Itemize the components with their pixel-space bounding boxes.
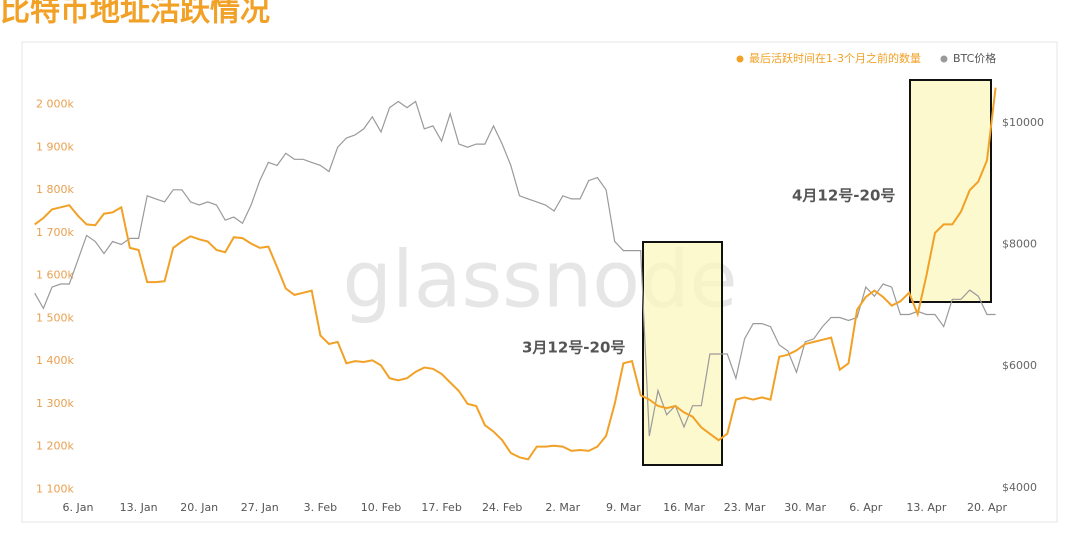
x-tick-label: 30. Mar [784, 501, 826, 514]
x-tick-label: 13. Jan [120, 501, 158, 514]
legend: 最后活跃时间在1-3个月之前的数量 BTC价格 [736, 51, 996, 65]
y2-tick-label: $8000 [1002, 238, 1037, 251]
legend-marker [940, 55, 948, 63]
y-tick-label: 1 100k [36, 482, 74, 495]
y-tick-label: 1 400k [36, 354, 74, 367]
y2-tick-label: $10000 [1002, 116, 1044, 129]
x-tick-label: 27. Jan [241, 501, 279, 514]
x-tick-label: 24. Feb [482, 501, 522, 514]
chart-frame [21, 41, 1058, 523]
highlight-box [909, 79, 992, 303]
x-tick-label: 23. Mar [724, 501, 766, 514]
y-tick-label: 1 600k [36, 269, 74, 282]
x-tick-label: 9. Mar [606, 501, 641, 514]
x-tick-label: 6. Jan [63, 501, 94, 514]
series-line [34, 87, 997, 461]
x-tick-label: 20. Apr [967, 501, 1007, 514]
y-tick-label: 1 800k [36, 183, 74, 196]
y-tick-label: 1 200k [36, 440, 74, 453]
y-tick-label: 2 000k [36, 98, 74, 111]
x-tick-label: 10. Feb [361, 501, 401, 514]
y-tick-label: 1 900k [36, 140, 74, 153]
x-tick-label: 17. Feb [421, 501, 461, 514]
x-tick-label: 2. Mar [545, 501, 580, 514]
legend-label: BTC价格 [953, 51, 996, 65]
y-tick-label: 1 500k [36, 311, 74, 324]
x-tick-label: 3. Feb [304, 501, 337, 514]
y-tick-label: 1 700k [36, 226, 74, 239]
annotation: 4月12号-20号 [792, 187, 895, 205]
legend-marker [736, 55, 744, 63]
y-tick-label: 1 300k [36, 397, 74, 410]
x-tick-label: 13. Apr [906, 501, 946, 514]
chart-title: 比特币地址活跃情况 [0, 0, 270, 29]
x-tick-label: 6. Apr [849, 501, 882, 514]
x-tick-label: 20. Jan [180, 501, 218, 514]
annotation: 3月12号-20号 [522, 339, 625, 357]
legend-label: 最后活跃时间在1-3个月之前的数量 [749, 51, 921, 65]
y2-tick-label: $4000 [1002, 481, 1037, 494]
series-line [34, 100, 996, 437]
y2-tick-label: $6000 [1002, 359, 1037, 372]
highlight-box [642, 241, 723, 466]
x-tick-label: 16. Mar [663, 501, 705, 514]
